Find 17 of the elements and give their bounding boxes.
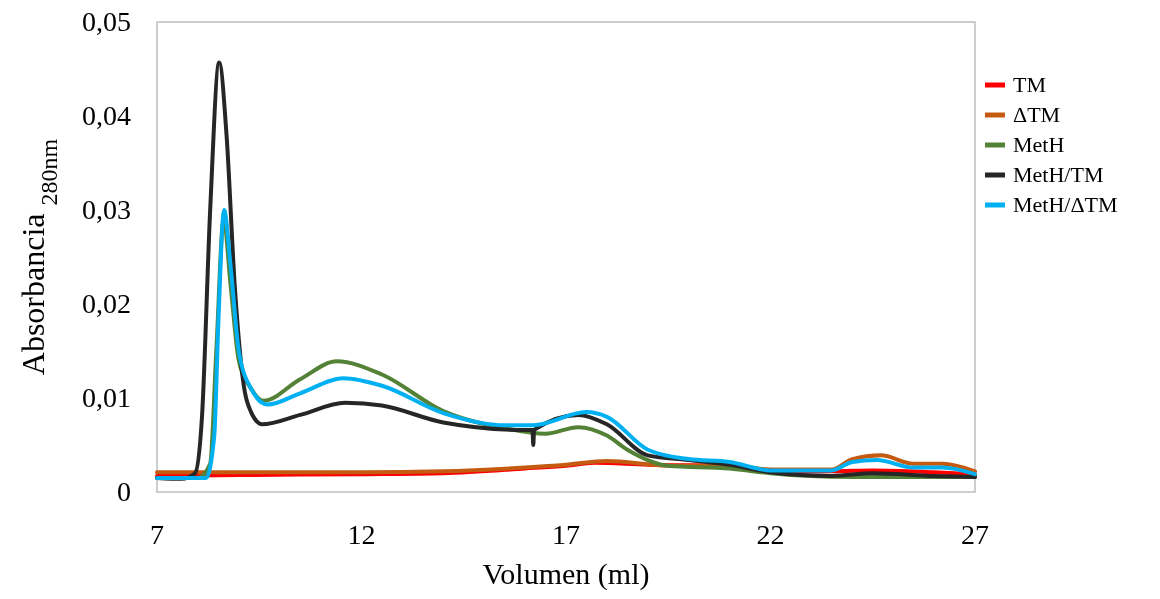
y-tick-label: 0,03 [82, 194, 131, 225]
x-tick-label: 27 [961, 519, 989, 550]
y-tick-label: 0 [117, 476, 131, 507]
y-tick-label: 0,02 [82, 288, 131, 319]
x-tick-label: 7 [150, 519, 164, 550]
x-tick-label: 12 [347, 519, 376, 550]
legend-label: MetH/ΔTM [1013, 192, 1118, 217]
x-axis-title: Volumen (ml) [482, 557, 650, 591]
y-tick-label: 0,01 [82, 382, 131, 413]
x-tick-label: 17 [552, 519, 580, 550]
legend-label: TM [1013, 72, 1046, 97]
legend-label: MetH [1013, 132, 1065, 157]
legend-label: ΔTM [1013, 102, 1061, 127]
x-tick-label: 22 [756, 519, 785, 550]
y-tick-label: 0,05 [82, 6, 131, 37]
legend-label: MetH/TM [1013, 162, 1104, 187]
y-tick-label: 0,04 [82, 100, 131, 131]
